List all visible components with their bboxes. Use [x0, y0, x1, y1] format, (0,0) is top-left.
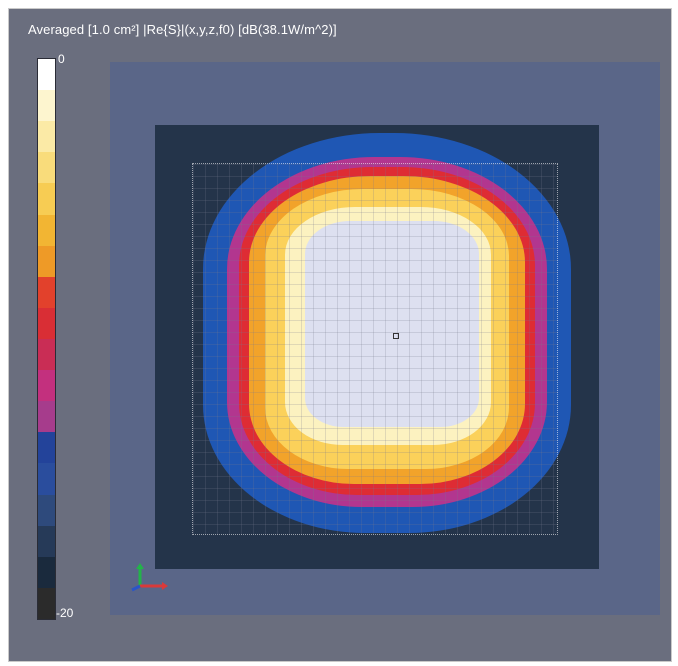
field-map[interactable]	[155, 125, 599, 569]
colorbar-segment	[38, 121, 55, 153]
colorbar-segment	[38, 214, 55, 246]
colorbar-segment	[38, 587, 55, 619]
colorbar-segment	[38, 556, 55, 588]
colorbar-segment	[38, 401, 55, 433]
colorbar-min-label: -20	[56, 606, 74, 620]
colorbar-segment	[38, 152, 55, 184]
colorbar-max-label: 0	[58, 52, 65, 66]
plot-title: Averaged [1.0 cm²] |Re{S}|(x,y,z,f0) [dB…	[28, 22, 337, 37]
colorbar-segment	[38, 338, 55, 371]
colorbar-segment	[38, 276, 55, 308]
colorbar-segment	[38, 90, 55, 122]
contour-peak	[305, 221, 479, 427]
colorbar	[37, 58, 56, 620]
peak-marker	[393, 333, 399, 339]
colorbar-segment	[38, 494, 55, 526]
colorbar-segment	[38, 245, 55, 277]
colorbar-segment	[38, 370, 55, 402]
colorbar-segment	[38, 183, 55, 215]
colorbar-segment	[38, 432, 55, 464]
xyz-axes-icon	[131, 563, 168, 592]
colorbar-segment	[38, 307, 55, 339]
colorbar-segment	[38, 525, 55, 557]
colorbar-segment	[38, 59, 55, 91]
colorbar-segment	[38, 463, 55, 495]
measurement-grid	[192, 163, 558, 535]
